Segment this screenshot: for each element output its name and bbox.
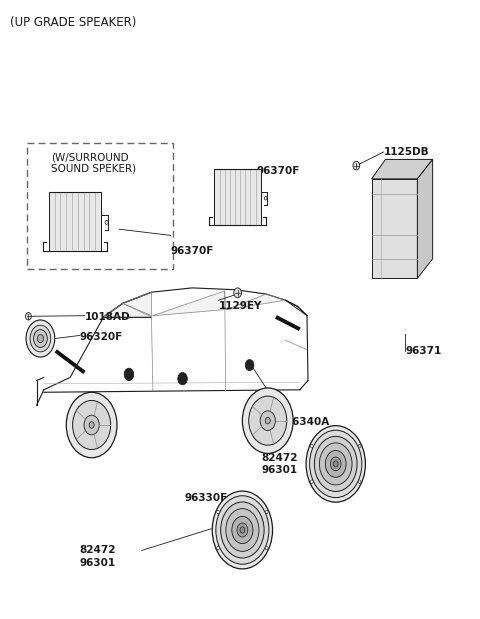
Circle shape <box>264 196 267 200</box>
Text: 96340A: 96340A <box>286 417 330 427</box>
Circle shape <box>245 360 254 371</box>
Polygon shape <box>418 160 432 279</box>
Circle shape <box>358 444 361 448</box>
Polygon shape <box>123 292 152 316</box>
Circle shape <box>260 411 276 430</box>
Text: (UP GRADE SPEAKER): (UP GRADE SPEAKER) <box>10 16 137 29</box>
Text: 96301: 96301 <box>262 465 298 475</box>
Text: 1129EY: 1129EY <box>218 301 262 311</box>
Text: 82472: 82472 <box>262 452 298 463</box>
Circle shape <box>25 313 31 320</box>
Polygon shape <box>153 291 226 316</box>
Circle shape <box>353 162 360 170</box>
Circle shape <box>330 457 341 471</box>
Circle shape <box>66 392 117 457</box>
Circle shape <box>333 461 338 467</box>
Circle shape <box>221 502 264 558</box>
Circle shape <box>226 509 259 552</box>
Circle shape <box>30 325 51 352</box>
Circle shape <box>217 547 219 550</box>
Polygon shape <box>372 179 418 279</box>
Circle shape <box>232 516 253 543</box>
Circle shape <box>178 373 187 385</box>
Text: 96320F: 96320F <box>80 332 123 342</box>
Circle shape <box>249 396 287 445</box>
Circle shape <box>265 417 270 424</box>
Circle shape <box>234 288 241 298</box>
Circle shape <box>37 334 44 342</box>
Text: 82472: 82472 <box>80 545 116 555</box>
Circle shape <box>310 430 362 498</box>
Circle shape <box>216 496 269 565</box>
Circle shape <box>124 368 134 381</box>
Circle shape <box>26 320 55 357</box>
Circle shape <box>242 388 293 453</box>
Circle shape <box>84 415 99 435</box>
Text: 96371: 96371 <box>405 347 442 357</box>
Circle shape <box>72 400 111 449</box>
Text: 1125DB: 1125DB <box>384 147 429 157</box>
Circle shape <box>237 523 248 537</box>
Bar <box>27 143 173 269</box>
Circle shape <box>306 426 365 502</box>
Text: 96370F: 96370F <box>170 246 214 256</box>
Text: 1018AD: 1018AD <box>84 312 130 322</box>
Circle shape <box>89 422 94 428</box>
Circle shape <box>212 491 273 569</box>
Text: (W/SURROUND
SOUND SPEKER): (W/SURROUND SOUND SPEKER) <box>51 152 136 173</box>
Bar <box>49 192 101 251</box>
Circle shape <box>319 443 352 485</box>
Circle shape <box>311 480 313 483</box>
Circle shape <box>34 330 48 347</box>
Circle shape <box>217 510 219 514</box>
Polygon shape <box>372 160 432 179</box>
Bar <box>215 170 261 225</box>
Polygon shape <box>227 294 286 310</box>
Circle shape <box>311 444 313 448</box>
Text: 96301: 96301 <box>80 558 116 568</box>
Circle shape <box>240 527 245 533</box>
Circle shape <box>325 451 346 477</box>
Polygon shape <box>104 303 152 317</box>
Circle shape <box>314 436 357 491</box>
Text: 96330E: 96330E <box>185 493 228 503</box>
Circle shape <box>105 220 108 224</box>
Circle shape <box>358 480 361 483</box>
Circle shape <box>265 547 268 550</box>
Circle shape <box>265 510 268 514</box>
Text: 96370F: 96370F <box>257 165 300 176</box>
